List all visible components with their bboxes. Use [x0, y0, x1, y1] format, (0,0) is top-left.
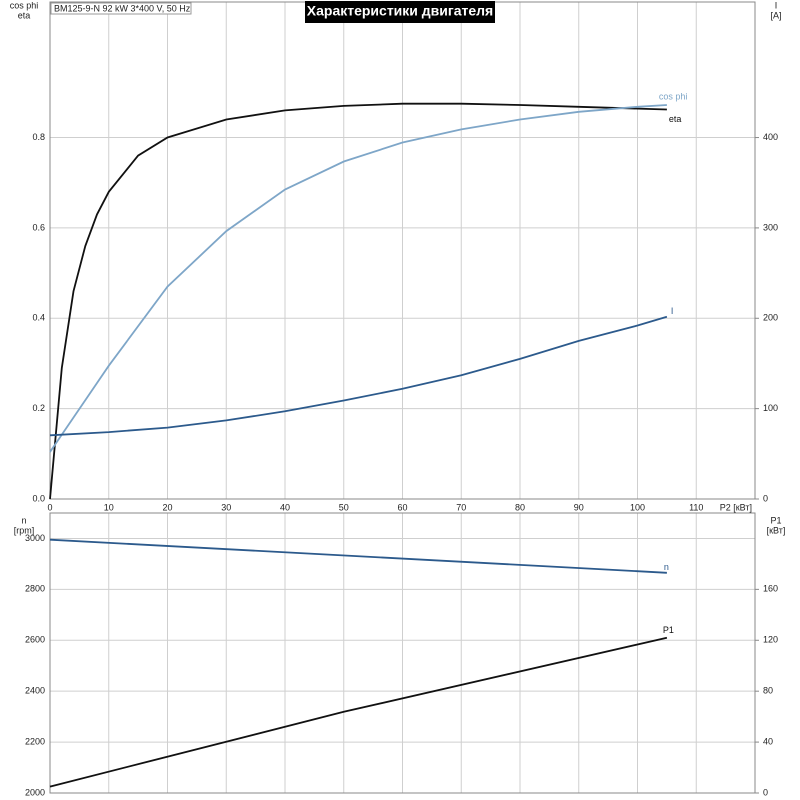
y2-tick-label: 300 — [763, 222, 778, 232]
y2-axis-label: I — [775, 0, 778, 10]
x-tick-label: 20 — [162, 502, 172, 512]
y-tick-label: 2800 — [25, 584, 45, 594]
series-label: eta — [669, 114, 682, 124]
y-axis-label: eta — [18, 10, 31, 20]
x-tick-label: 70 — [456, 502, 466, 512]
x-tick-label: 40 — [280, 502, 290, 512]
y2-tick-label: 400 — [763, 132, 778, 142]
line — [49, 102, 667, 500]
y-tick-label: 2000 — [25, 787, 45, 797]
y2-tick-label: 120 — [763, 635, 778, 645]
x-tick-label: 80 — [515, 502, 525, 512]
series-label: n — [664, 562, 669, 572]
line — [49, 636, 668, 788]
x-tick-label: 10 — [104, 502, 114, 512]
line — [49, 538, 667, 574]
info-box — [50, 2, 192, 15]
y-tick-label: 0.8 — [32, 132, 45, 142]
y2-axis-label: P1 — [770, 515, 781, 525]
y-axis-label: cos phi — [10, 0, 39, 10]
y-tick-label: 0.0 — [32, 493, 45, 503]
y-axis-label: [rpm] — [14, 525, 35, 535]
x-tick-label: 110 — [689, 502, 703, 512]
y-tick-label: 0.6 — [32, 222, 45, 232]
series-label: cos phi — [659, 91, 688, 101]
x-tick-label: 90 — [574, 502, 584, 512]
x-tick-label: 0 — [47, 502, 52, 512]
y-tick-label: 2200 — [25, 736, 45, 746]
y2-tick-label: 0 — [763, 787, 768, 797]
y2-axis-label: [A] — [770, 10, 781, 20]
series-label: I — [671, 306, 674, 316]
y2-tick-label: 160 — [763, 584, 778, 594]
line — [49, 104, 667, 453]
title-box — [305, 1, 495, 23]
y2-tick-label: 100 — [763, 403, 778, 413]
y-tick-label: 3000 — [25, 533, 45, 543]
y-tick-label: 0.4 — [32, 313, 45, 323]
line — [49, 315, 668, 437]
chart-title: Характеристики двигателя — [307, 3, 493, 19]
subtitle: BM125-9-N 92 kW 3*400 V, 50 Hz — [54, 3, 191, 13]
bottom-frame — [49, 512, 756, 794]
y-tick-label: 2600 — [25, 635, 45, 645]
y-tick-label: 0.2 — [32, 403, 45, 413]
x-tick-label: 100 — [630, 502, 645, 512]
x-tick-label: 60 — [397, 502, 407, 512]
y2-tick-label: 0 — [763, 493, 768, 503]
series-label: P1 — [663, 625, 674, 635]
y2-axis-label: [кВт] — [767, 525, 786, 535]
x-tick-label: 30 — [221, 502, 231, 512]
y-axis-label: n — [21, 515, 26, 525]
x-axis-label: P2 [кВт] — [720, 502, 752, 512]
y2-tick-label: 40 — [763, 736, 773, 746]
x-tick-label: 50 — [339, 502, 349, 512]
y-tick-label: 2400 — [25, 686, 45, 696]
y2-tick-label: 80 — [763, 686, 773, 696]
y2-tick-label: 200 — [763, 313, 778, 323]
